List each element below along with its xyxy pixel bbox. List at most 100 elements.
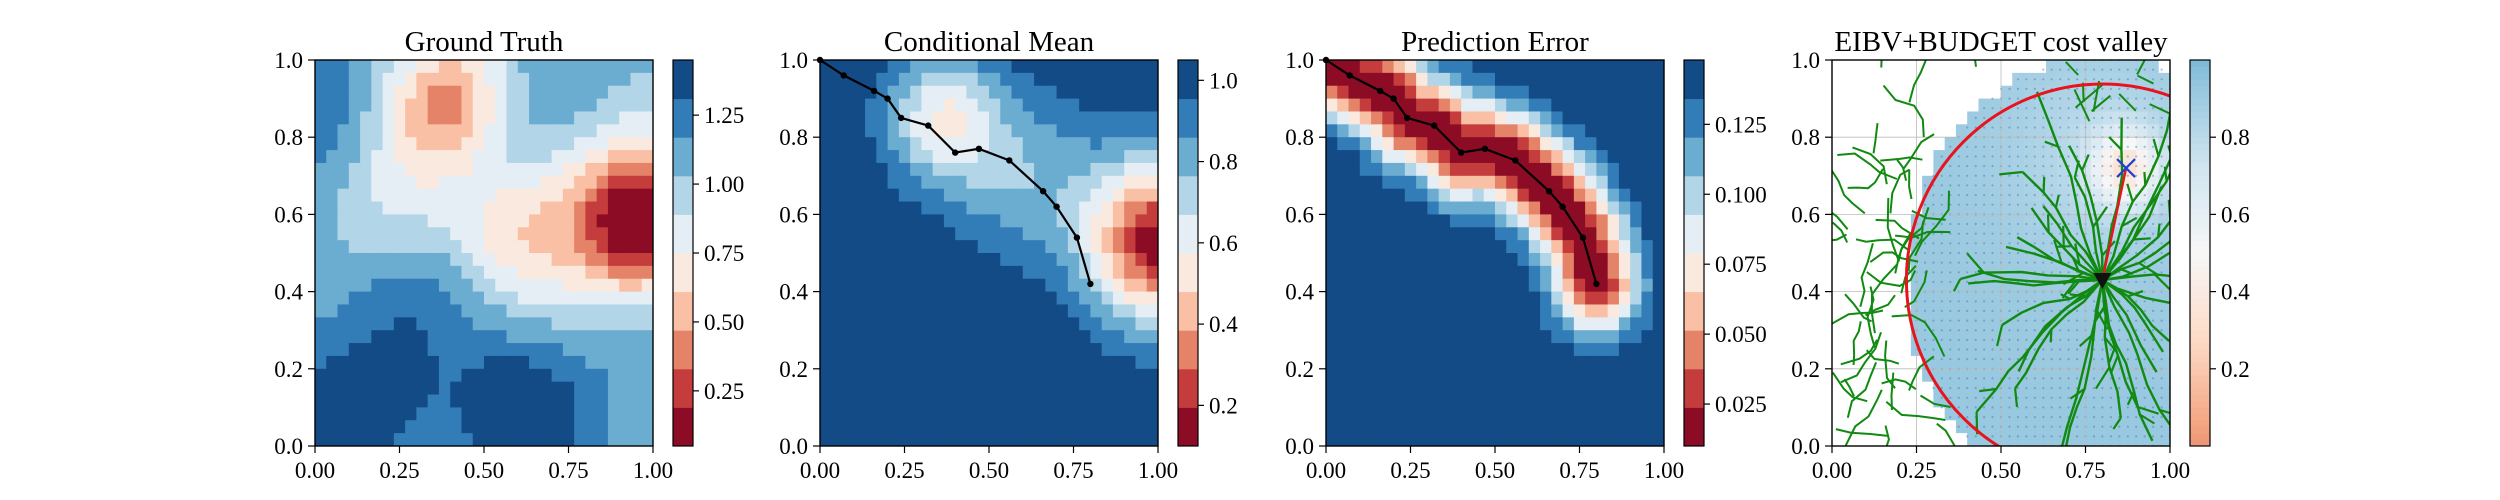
heatmap-cell xyxy=(540,394,553,408)
heatmap-cell xyxy=(1404,60,1417,74)
grid-dot xyxy=(1932,387,1935,390)
heatmap-cell xyxy=(574,253,586,267)
heatmap-cell xyxy=(1562,227,1575,241)
grid-dot xyxy=(2101,396,2104,399)
heatmap-cell xyxy=(1618,420,1631,434)
heatmap-cell xyxy=(966,85,979,100)
heatmap-cell xyxy=(1832,111,1844,125)
heatmap-cell xyxy=(1045,394,1058,408)
heatmap-cell xyxy=(1922,265,1934,280)
heatmap-cell xyxy=(1045,137,1058,151)
heatmap-cell xyxy=(1596,98,1609,113)
heatmap-cell xyxy=(495,368,508,383)
heatmap-cell xyxy=(2057,111,2070,125)
heatmap-cell xyxy=(1067,111,1080,125)
heatmap-cell xyxy=(955,72,968,87)
heatmap-cell xyxy=(562,60,575,74)
heatmap-cell xyxy=(2068,317,2081,331)
grid-dot xyxy=(1957,165,1960,168)
heatmap-cell xyxy=(1596,343,1609,357)
heatmap-cell xyxy=(943,150,956,164)
heatmap-cell xyxy=(1000,175,1013,190)
heatmap-cell xyxy=(831,137,844,151)
heatmap-cell xyxy=(1978,317,1991,331)
heatmap-cell xyxy=(641,201,653,215)
heatmap-cell xyxy=(1483,420,1496,434)
heatmap-cell xyxy=(932,330,945,344)
grid-dot xyxy=(1932,280,1935,283)
heatmap-cell xyxy=(1517,60,1530,74)
heatmap-cell xyxy=(1955,317,1968,331)
heatmap-cell xyxy=(1562,420,1575,434)
heatmap-cell xyxy=(1922,368,1934,383)
heatmap-cell xyxy=(1933,85,1946,100)
heatmap-cell xyxy=(977,150,990,164)
heatmap-cell xyxy=(2113,175,2126,190)
heatmap-cell xyxy=(910,240,922,254)
grid-dot xyxy=(2050,174,2053,177)
y-tick-label: 0.2 xyxy=(274,357,303,382)
grid-dot xyxy=(2033,194,2036,197)
grid-dot xyxy=(1957,261,1960,264)
heatmap-cell xyxy=(1045,433,1058,446)
heatmap-cell xyxy=(1596,330,1609,344)
heatmap-cell xyxy=(416,85,429,100)
grid-dot xyxy=(2076,309,2079,312)
heatmap-cell xyxy=(1540,201,1552,215)
heatmap-cell xyxy=(427,343,440,357)
heatmap-cell xyxy=(1146,394,1158,408)
heatmap-cell xyxy=(1877,188,1889,203)
heatmap-cell xyxy=(1326,343,1338,357)
heatmap-cell xyxy=(1146,381,1158,396)
heatmap-cell xyxy=(921,407,934,421)
heatmap-cell xyxy=(517,381,530,396)
grid-dot xyxy=(1974,242,1977,245)
heatmap-cell xyxy=(1865,265,1878,280)
grid-dot xyxy=(2152,329,2155,332)
heatmap-cell xyxy=(1101,137,1114,151)
grid-dot xyxy=(1991,425,1994,428)
heatmap-cell xyxy=(1011,98,1024,113)
heatmap-cell xyxy=(842,60,855,74)
heatmap-cell xyxy=(2158,265,2170,280)
heatmap-cell xyxy=(484,240,496,254)
heatmap-cell xyxy=(2001,317,2013,331)
heatmap-cell xyxy=(898,407,911,421)
heatmap-cell xyxy=(1404,278,1417,293)
heatmap-cell xyxy=(1359,111,1372,125)
heatmap-cell xyxy=(607,291,620,306)
heatmap-cell xyxy=(1146,137,1158,151)
path-point xyxy=(1006,157,1013,164)
heatmap-cell xyxy=(1933,407,1946,421)
path-point xyxy=(925,122,932,129)
heatmap-cell xyxy=(1348,278,1361,293)
tree-branch xyxy=(2073,160,2080,178)
heatmap-cell xyxy=(1495,420,1507,434)
heatmap-cell xyxy=(1326,278,1338,293)
heatmap-cell xyxy=(405,381,417,396)
heatmap-cell xyxy=(1922,188,1934,203)
heatmap-cell xyxy=(382,240,395,254)
heatmap-cell xyxy=(427,355,440,370)
heatmap-cell xyxy=(517,111,530,125)
grid-dot xyxy=(2025,319,2028,322)
heatmap-cell xyxy=(337,433,350,446)
heatmap-cell xyxy=(1011,355,1024,370)
grid-dot xyxy=(2160,155,2163,158)
heatmap-cell xyxy=(585,214,598,228)
heatmap-cell xyxy=(1461,420,1474,434)
heatmap-cell xyxy=(1090,343,1103,357)
heatmap-cell xyxy=(1517,150,1530,164)
heatmap-cell xyxy=(2057,265,2070,280)
heatmap-cell xyxy=(1540,124,1552,138)
heatmap-cell xyxy=(989,85,1001,100)
heatmap-cell xyxy=(1978,227,1991,241)
heatmap-cell xyxy=(2124,343,2137,357)
grid-dot xyxy=(2126,155,2129,158)
heatmap-cell xyxy=(495,291,508,306)
heatmap-cell xyxy=(641,420,653,434)
heatmap-cell xyxy=(820,98,832,113)
heatmap-cell xyxy=(842,162,855,177)
heatmap-cell xyxy=(1517,343,1530,357)
heatmap-cell xyxy=(2023,124,2036,138)
